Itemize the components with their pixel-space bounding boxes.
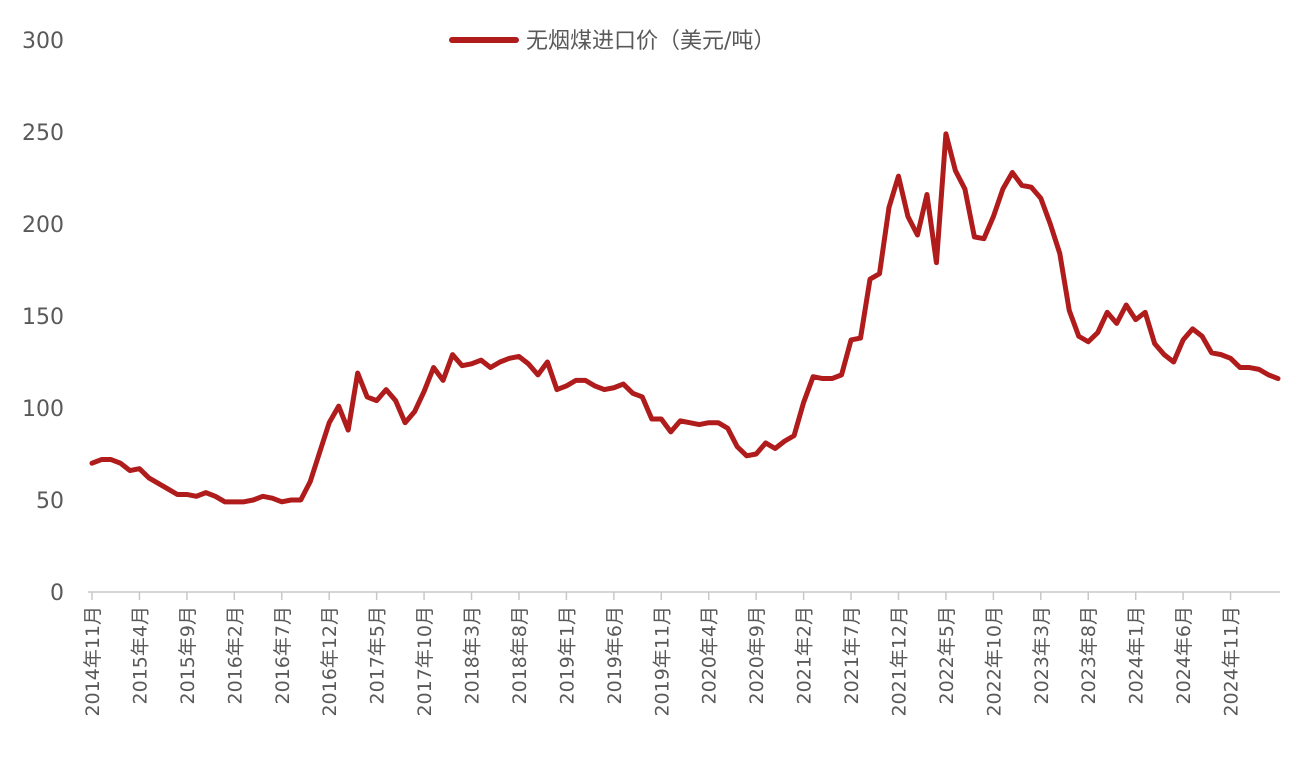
x-tick-label: 2024年6月 (1173, 606, 1195, 704)
x-tick-label: 2018年8月 (509, 606, 531, 704)
x-tick-label: 2021年12月 (888, 606, 910, 717)
y-tick-label: 300 (22, 29, 64, 54)
x-tick-label: 2019年1月 (556, 606, 578, 704)
x-tick-label: 2018年3月 (462, 606, 484, 704)
x-tick-label: 2021年2月 (794, 606, 816, 704)
y-axis-labels: 0 50 100 150 200 250 300 (22, 29, 64, 606)
y-tick-label: 50 (36, 489, 64, 514)
x-tick-label: 2014年11月 (82, 606, 104, 717)
y-tick-label: 0 (50, 581, 64, 606)
y-tick-label: 200 (22, 213, 64, 238)
x-tick-label: 2016年12月 (319, 606, 341, 717)
x-tick-label: 2021年7月 (841, 606, 863, 704)
x-tick-label: 2019年11月 (651, 606, 673, 717)
x-tick-label: 2016年7月 (272, 606, 294, 704)
x-tick-label: 2015年9月 (177, 606, 199, 704)
x-tick-label: 2020年4月 (699, 606, 721, 704)
x-tick-label: 2024年11月 (1221, 606, 1243, 717)
y-tick-label: 150 (22, 305, 64, 330)
x-axis-ticks (91, 592, 1232, 600)
x-tick-label: 2022年10月 (983, 606, 1005, 717)
y-tick-label: 250 (22, 121, 64, 146)
x-tick-label: 2017年10月 (414, 606, 436, 717)
x-tick-label: 2024年1月 (1126, 606, 1148, 704)
legend: 无烟煤进口价（美元/吨） (449, 29, 775, 54)
series-line-anthracite-import-price (89, 131, 1281, 505)
x-tick-label: 2019年6月 (604, 606, 626, 704)
x-tick-label: 2022年5月 (936, 606, 958, 704)
x-tick-label: 2017年5月 (367, 606, 389, 704)
y-tick-label: 100 (22, 397, 64, 422)
x-tick-label: 2020年9月 (746, 606, 768, 704)
legend-label: 无烟煤进口价（美元/吨） (526, 29, 775, 54)
x-tick-label: 2016年2月 (224, 606, 246, 704)
x-tick-label: 2015年4月 (129, 606, 151, 704)
x-tick-label: 2023年8月 (1078, 606, 1100, 704)
x-tick-label: 2023年3月 (1031, 606, 1053, 704)
x-axis-labels: 2014年11月 2015年4月 2015年9月 2016年2月 2016年7月 2016… (82, 606, 1243, 717)
